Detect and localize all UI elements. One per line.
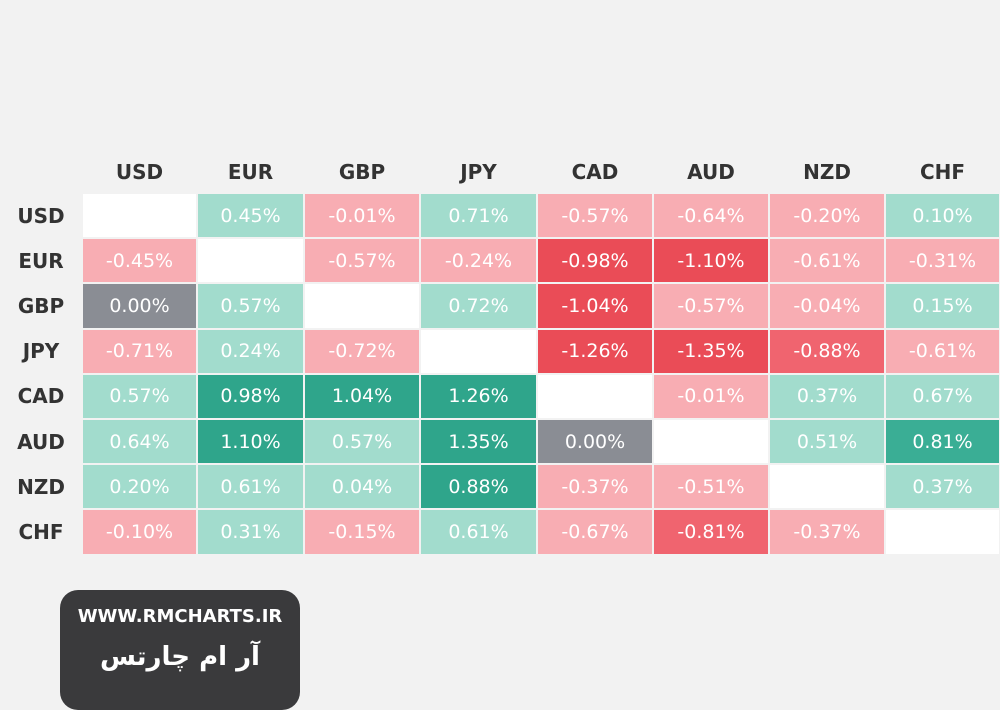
heat-cell: -0.10% <box>82 509 197 555</box>
heat-cell: 0.00% <box>537 419 653 465</box>
heat-cell: -0.57% <box>304 238 420 284</box>
heat-cell: 0.67% <box>885 373 1000 419</box>
heat-cell: -1.04% <box>537 283 653 329</box>
heat-cell: -0.04% <box>769 283 885 329</box>
heat-cell: 0.37% <box>769 373 885 419</box>
row-header: USD <box>17 203 65 228</box>
heat-cell: -0.45% <box>82 238 197 284</box>
empty-cell <box>537 373 653 419</box>
heat-cell: -0.31% <box>885 238 1000 284</box>
empty-cell <box>653 419 769 465</box>
heat-cell: 1.35% <box>420 419 537 465</box>
row-header: NZD <box>17 474 65 499</box>
row-header: AUD <box>17 429 65 454</box>
heat-cell: -0.15% <box>304 509 420 555</box>
heat-cell: 0.57% <box>197 283 304 329</box>
heat-cell: -0.72% <box>304 328 420 374</box>
heat-cell: -0.01% <box>304 193 420 239</box>
column-header: EUR <box>227 160 274 184</box>
heat-cell: -1.26% <box>537 328 653 374</box>
empty-cell <box>304 283 420 329</box>
column-header: CAD <box>571 160 619 184</box>
empty-cell <box>197 238 304 284</box>
empty-cell <box>885 509 1000 555</box>
watermark-name: آر ام چارتس <box>100 642 260 672</box>
empty-cell <box>82 193 197 239</box>
heat-cell: 0.15% <box>885 283 1000 329</box>
row-header: EUR <box>18 248 64 273</box>
heat-cell: -0.81% <box>653 509 769 555</box>
heat-cell: 0.57% <box>82 373 197 419</box>
row-header: CHF <box>18 519 64 544</box>
heat-cell: 0.31% <box>197 509 304 555</box>
empty-cell <box>420 328 537 374</box>
heat-cell: 0.61% <box>197 464 304 510</box>
heat-cell: 0.24% <box>197 328 304 374</box>
heat-cell: 0.51% <box>769 419 885 465</box>
heat-cell: -0.71% <box>82 328 197 374</box>
heat-cell: -0.01% <box>653 373 769 419</box>
heat-cell: 1.26% <box>420 373 537 419</box>
heat-cell: -0.61% <box>885 328 1000 374</box>
watermark: WWW.RMCHARTS.IR آر ام چارتس <box>60 590 300 710</box>
heat-cell: 0.64% <box>82 419 197 465</box>
heat-cell: 0.88% <box>420 464 537 510</box>
row-header: CAD <box>17 384 65 409</box>
heat-cell: -0.88% <box>769 328 885 374</box>
heat-cell: -1.35% <box>653 328 769 374</box>
heat-cell: 0.00% <box>82 283 197 329</box>
heat-cell: -0.57% <box>537 193 653 239</box>
heat-cell: -0.51% <box>653 464 769 510</box>
column-header: JPY <box>460 160 497 184</box>
column-header: USD <box>115 160 164 184</box>
heat-cell: -0.37% <box>769 509 885 555</box>
heat-cell: 0.61% <box>420 509 537 555</box>
heat-cell: 0.45% <box>197 193 304 239</box>
heat-cell: 0.71% <box>420 193 537 239</box>
column-header: NZD <box>803 160 851 184</box>
heat-cell: 0.10% <box>885 193 1000 239</box>
heat-cell: -0.37% <box>537 464 653 510</box>
heat-cell: -0.98% <box>537 238 653 284</box>
heat-cell: 0.81% <box>885 419 1000 465</box>
column-header: GBP <box>338 160 386 184</box>
heat-cell: -0.67% <box>537 509 653 555</box>
heat-cell: -0.64% <box>653 193 769 239</box>
heat-cell: -0.24% <box>420 238 537 284</box>
empty-cell <box>769 464 885 510</box>
heat-cell: -1.10% <box>653 238 769 284</box>
heat-cell: 0.98% <box>197 373 304 419</box>
heat-cell: -0.61% <box>769 238 885 284</box>
heat-cell: 0.04% <box>304 464 420 510</box>
heat-cell: 0.37% <box>885 464 1000 510</box>
row-header: JPY <box>22 339 60 364</box>
heat-cell: -0.20% <box>769 193 885 239</box>
heat-cell: 1.04% <box>304 373 420 419</box>
column-header: AUD <box>687 160 735 184</box>
heat-cell: -0.57% <box>653 283 769 329</box>
heat-cell: 0.20% <box>82 464 197 510</box>
watermark-url: WWW.RMCHARTS.IR <box>77 606 283 627</box>
column-header: CHF <box>919 160 966 184</box>
heat-cell: 0.57% <box>304 419 420 465</box>
row-header: GBP <box>17 293 65 318</box>
heat-cell: 0.72% <box>420 283 537 329</box>
heat-cell: 1.10% <box>197 419 304 465</box>
